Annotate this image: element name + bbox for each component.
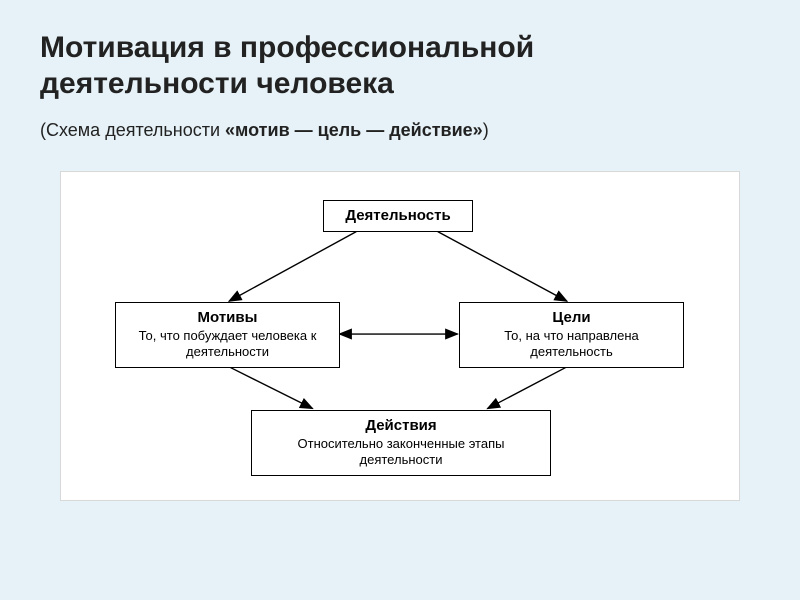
- title-line-2: деятельности человека: [40, 67, 394, 100]
- edge-activity-motives: [229, 232, 356, 302]
- node-desc-goals: То, на что направлена деятельность: [474, 328, 669, 361]
- node-activity: Деятельность: [323, 200, 473, 232]
- subtitle-strong: «мотив — цель — действие»: [225, 120, 483, 140]
- subtitle-prefix: (Схема деятельности: [40, 120, 225, 140]
- node-desc-motives: То, что побуждает человека к деятельност…: [130, 328, 325, 361]
- slide: Мотивация в профессиональной деятельност…: [0, 0, 800, 600]
- edge-goals-actions: [487, 367, 567, 409]
- node-title-activity: Деятельность: [338, 207, 458, 224]
- node-title-motives: Мотивы: [130, 309, 325, 326]
- node-title-actions: Действия: [266, 417, 536, 434]
- node-motives: Мотивы То, что побуждает человека к деяте…: [115, 302, 340, 368]
- node-desc-actions: Относительно законченные этапы деятельно…: [266, 436, 536, 469]
- subtitle-suffix: ): [483, 120, 489, 140]
- node-actions: Действия Относительно законченные этапы д…: [251, 410, 551, 476]
- edge-activity-goals: [438, 232, 567, 302]
- edge-motives-actions: [229, 367, 312, 409]
- title-line-1: Мотивация в профессиональной: [40, 31, 534, 64]
- node-goals: Цели То, на что направлена деятельность: [459, 302, 684, 368]
- diagram-container: Деятельность Мотивы То, что побуждает чело…: [60, 171, 740, 501]
- slide-title: Мотивация в профессиональной деятельност…: [40, 30, 760, 102]
- slide-subtitle: (Схема деятельности «мотив — цель — дейс…: [40, 120, 760, 141]
- node-title-goals: Цели: [474, 309, 669, 326]
